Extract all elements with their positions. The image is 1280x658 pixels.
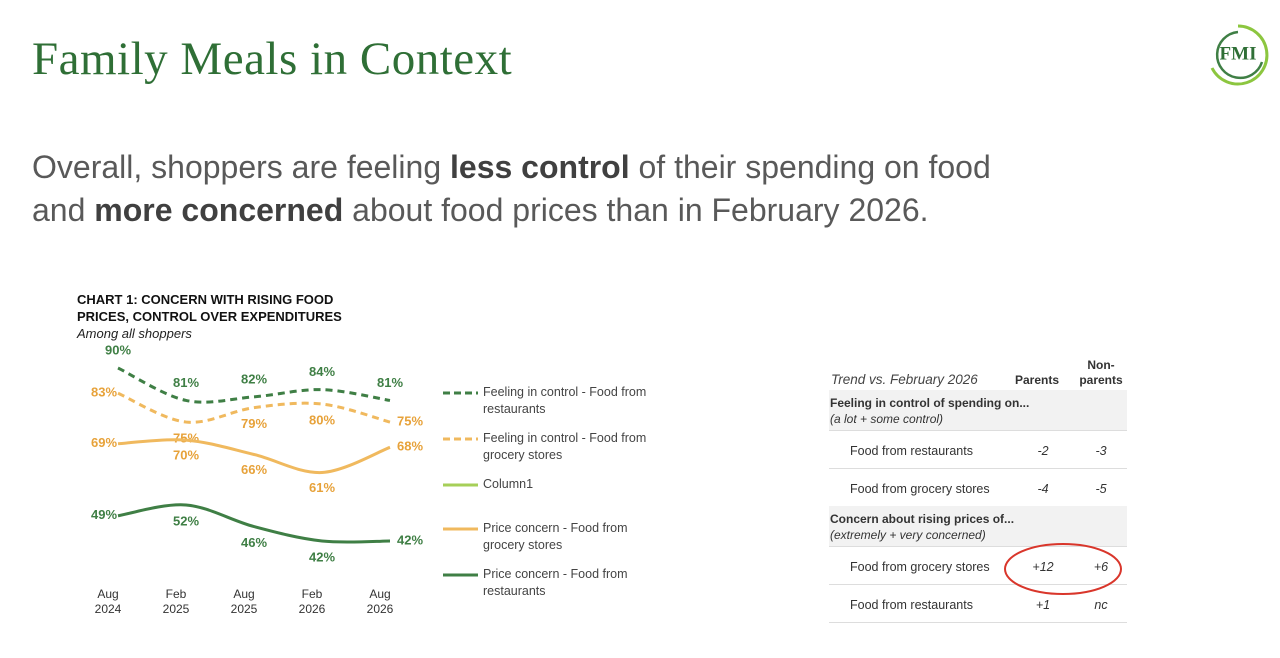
data-label: 84% xyxy=(309,364,335,379)
data-label: 70% xyxy=(173,448,199,463)
data-label: 81% xyxy=(377,375,403,390)
table-row: Food from grocery stores -4 -5 xyxy=(829,468,1127,507)
data-label: 66% xyxy=(241,462,267,477)
section-subtitle: (extremely + very concerned) xyxy=(830,528,986,542)
section-title: Concern about rising prices of... xyxy=(830,512,1015,526)
data-label: 42% xyxy=(397,532,423,547)
cell-value: nc xyxy=(1094,598,1108,612)
data-label: 49% xyxy=(91,507,117,522)
header-cell: Non-parents xyxy=(1079,358,1123,387)
cell-value: +6 xyxy=(1093,560,1109,574)
cell-value: -2 xyxy=(1037,444,1049,458)
data-label: 81% xyxy=(173,375,199,390)
x-tick-label: Feb 2025 xyxy=(162,587,190,616)
legend-label: Feeling in control - Food from grocery s… xyxy=(483,431,647,462)
headline-bold: more concerned xyxy=(94,192,344,228)
row-label: Food from grocery stores xyxy=(850,482,990,496)
logo-text: FMI xyxy=(1220,43,1257,64)
legend-swatch xyxy=(443,527,478,531)
legend-label: Column1 xyxy=(483,477,534,491)
x-tick-label: Aug 2025 xyxy=(230,587,258,616)
legend-entry: Price concern - Food from restaurants xyxy=(443,566,663,600)
section-title: Feeling in control of spending on... xyxy=(830,396,1030,410)
series-line xyxy=(117,391,391,424)
data-label: 52% xyxy=(173,513,199,528)
table-row: Food from restaurants +1 nc xyxy=(829,584,1127,623)
header-cell: Parents xyxy=(1015,373,1060,387)
headline-text: and xyxy=(32,192,95,228)
chart: 90% 81% 82% 84% 81% 83% 75% 79% 80% 75% 69% 70% 66% 6… xyxy=(91,342,423,564)
slide-title: Family Meals in Context xyxy=(32,33,513,85)
chart-subtitle: Among all shoppers xyxy=(77,326,192,341)
series-line xyxy=(117,366,391,404)
headline-text: about food prices than in February 2026. xyxy=(343,192,929,228)
data-label: 42% xyxy=(309,549,335,564)
legend-label: Feeling in control - Food from restauran… xyxy=(483,385,647,416)
chart-title: CHART 1: CONCERN WITH RISING FOOD PRICES… xyxy=(77,292,342,324)
row-label: Food from restaurants xyxy=(850,598,973,612)
data-label: 75% xyxy=(173,431,199,446)
data-label: 80% xyxy=(309,412,335,427)
data-label: 61% xyxy=(309,480,335,495)
section-row: Concern about rising prices of... (extrem… xyxy=(829,506,1127,547)
cell-value: +1 xyxy=(1035,598,1051,612)
data-label: 75% xyxy=(397,414,423,429)
series-line xyxy=(117,438,391,475)
table-row: Food from restaurants -2 -3 xyxy=(829,430,1127,469)
headline-bold: less control xyxy=(450,149,630,185)
logo: FMI xyxy=(1210,24,1269,86)
header-cell: Trend vs. February 2026 xyxy=(831,372,978,387)
x-tick-label: Feb 2026 xyxy=(298,587,326,616)
headline-text: Overall, shoppers are feeling xyxy=(32,149,450,185)
data-label: 46% xyxy=(241,535,267,550)
x-tick-label: Aug 2026 xyxy=(366,587,394,616)
x-tick-label: Aug 2024 xyxy=(94,587,122,616)
row-label: Food from grocery stores xyxy=(850,560,990,574)
cell-value: -3 xyxy=(1095,444,1107,458)
headline: Overall, shoppers are feeling less contr… xyxy=(32,146,991,232)
section-subtitle: (a lot + some control) xyxy=(830,412,944,426)
legend-entry: Feeling in control - Food from grocery s… xyxy=(443,430,663,464)
table-row: Food from grocery stores +12 +6 xyxy=(829,546,1127,585)
cell-value: +12 xyxy=(1032,560,1054,574)
data-label: 90% xyxy=(105,342,131,357)
cell-value: -4 xyxy=(1037,482,1049,496)
legend-entry: Column1 xyxy=(443,476,663,493)
legend-swatch xyxy=(443,573,478,577)
headline-text: of their spending on food xyxy=(629,149,991,185)
legend-swatch xyxy=(443,437,478,441)
legend-entry: Feeling in control - Food from restauran… xyxy=(443,384,663,418)
highlight-circle xyxy=(1004,543,1122,595)
section-row: Feeling in control of spending on... (a l… xyxy=(829,390,1127,431)
data-label: 69% xyxy=(91,435,117,450)
table-header: Trend vs. February 2026 Parents Non-pare… xyxy=(829,356,1127,391)
legend-swatch xyxy=(443,391,478,395)
data-label: 79% xyxy=(241,416,267,431)
legend-swatch xyxy=(443,483,478,487)
legend-entry: Price concern - Food from grocery stores xyxy=(443,520,663,554)
cell-value: -5 xyxy=(1095,482,1107,496)
legend-label: Price concern - Food from restaurants xyxy=(483,567,628,598)
data-label: 83% xyxy=(91,385,117,400)
data-label: 82% xyxy=(241,371,267,386)
legend-label: Price concern - Food from grocery stores xyxy=(483,521,628,552)
row-label: Food from restaurants xyxy=(850,444,973,458)
data-label: 68% xyxy=(397,439,423,454)
series-line xyxy=(117,503,391,544)
